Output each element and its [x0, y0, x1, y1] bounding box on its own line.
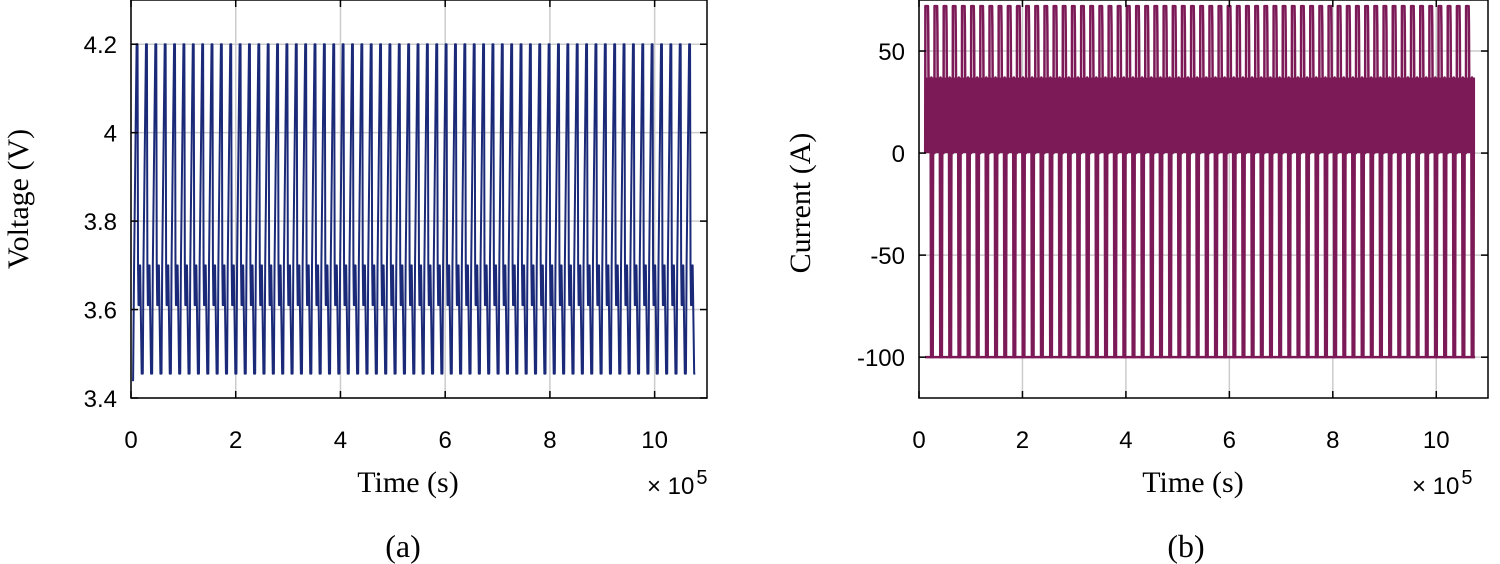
current-axes-frame: [918, 0, 1489, 399]
current-line: [923, 4, 1476, 359]
voltage-y-tick-label: 3.4: [84, 386, 117, 413]
current-y-tick-label: -100: [857, 345, 905, 372]
current-x-tick-label: 2: [1016, 427, 1029, 454]
current-x-multiplier: × 10 5: [1412, 467, 1473, 500]
voltage-x-tick-label: 6: [439, 427, 452, 454]
voltage-x-axis-label: Time (s): [357, 466, 458, 499]
voltage-y-tick-label: 3.8: [84, 209, 117, 236]
voltage-x-tick-label: 2: [229, 427, 242, 454]
current-x-multiplier-base: × 10: [1412, 473, 1459, 500]
voltage-y-tick-label: 4: [104, 121, 117, 148]
current-x-tick-label: 6: [1223, 427, 1236, 454]
voltage-x-multiplier-exponent: 5: [696, 467, 707, 489]
current-chart: 0 2 4 6 8 10 -100 -50 0 50 Current (A) Time (s) ×…: [784, 0, 1489, 564]
current-series: [923, 4, 1476, 359]
voltage-x-multiplier: × 10 5: [647, 467, 708, 500]
current-y-tick-label: -50: [870, 243, 905, 270]
voltage-caption: (a): [385, 528, 421, 564]
voltage-y-axis-label: Voltage (V): [2, 129, 35, 269]
current-x-multiplier-exponent: 5: [1461, 467, 1472, 489]
voltage-x-tick-label: 4: [334, 427, 347, 454]
voltage-chart: 0 2 4 6 8 10 3.4 3.6 3.8 4 4.2 Voltage (V) Time (s…: [2, 0, 708, 564]
current-x-tick-label: 0: [912, 427, 925, 454]
voltage-x-tick-label: 10: [641, 427, 668, 454]
current-y-tick-label: 50: [878, 39, 905, 66]
voltage-axes-frame: [130, 0, 708, 399]
voltage-x-multiplier-base: × 10: [647, 473, 694, 500]
current-x-tick-label: 4: [1119, 427, 1132, 454]
current-y-tick-label: 0: [892, 141, 905, 168]
voltage-y-tick-label: 4.2: [84, 32, 117, 59]
current-ticks: 0 2 4 6 8 10 -100 -50 0 50: [857, 0, 1488, 454]
voltage-series: [132, 43, 696, 382]
voltage-ticks: 0 2 4 6 8 10 3.4 3.6 3.8 4 4.2: [84, 0, 707, 454]
voltage-y-tick-label: 3.6: [84, 298, 117, 325]
current-caption: (b): [1167, 528, 1204, 564]
voltage-line: [132, 43, 696, 382]
current-x-tick-label: 8: [1326, 427, 1339, 454]
current-plot-area: [923, 4, 1476, 359]
current-x-tick-label: 10: [1423, 427, 1450, 454]
current-y-axis-label: Current (A): [784, 133, 817, 274]
voltage-plot-area: [132, 43, 696, 382]
voltage-x-tick-label: 8: [543, 427, 556, 454]
current-x-axis-label: Time (s): [1142, 466, 1243, 499]
voltage-x-tick-label: 0: [124, 427, 137, 454]
